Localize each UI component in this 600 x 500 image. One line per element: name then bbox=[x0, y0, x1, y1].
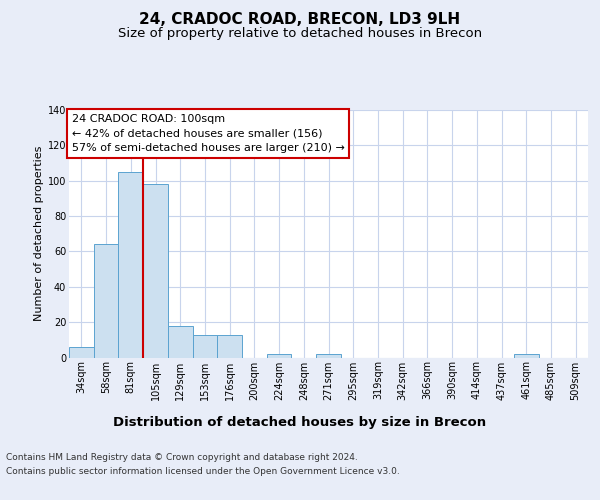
Text: 24 CRADOC ROAD: 100sqm
← 42% of detached houses are smaller (156)
57% of semi-de: 24 CRADOC ROAD: 100sqm ← 42% of detached… bbox=[71, 114, 344, 154]
Bar bbox=[118, 172, 143, 358]
Bar bbox=[69, 347, 94, 358]
Text: Size of property relative to detached houses in Brecon: Size of property relative to detached ho… bbox=[118, 28, 482, 40]
Text: Contains HM Land Registry data © Crown copyright and database right 2024.: Contains HM Land Registry data © Crown c… bbox=[6, 454, 358, 462]
Y-axis label: Number of detached properties: Number of detached properties bbox=[34, 146, 44, 322]
Bar bbox=[143, 184, 168, 358]
Bar bbox=[217, 334, 242, 357]
Bar bbox=[168, 326, 193, 358]
Text: 24, CRADOC ROAD, BRECON, LD3 9LH: 24, CRADOC ROAD, BRECON, LD3 9LH bbox=[139, 12, 461, 28]
Bar bbox=[267, 354, 292, 358]
Text: Contains public sector information licensed under the Open Government Licence v3: Contains public sector information licen… bbox=[6, 467, 400, 476]
Bar bbox=[514, 354, 539, 358]
Bar bbox=[316, 354, 341, 358]
Bar bbox=[94, 244, 118, 358]
Text: Distribution of detached houses by size in Brecon: Distribution of detached houses by size … bbox=[113, 416, 487, 429]
Bar bbox=[193, 334, 217, 357]
